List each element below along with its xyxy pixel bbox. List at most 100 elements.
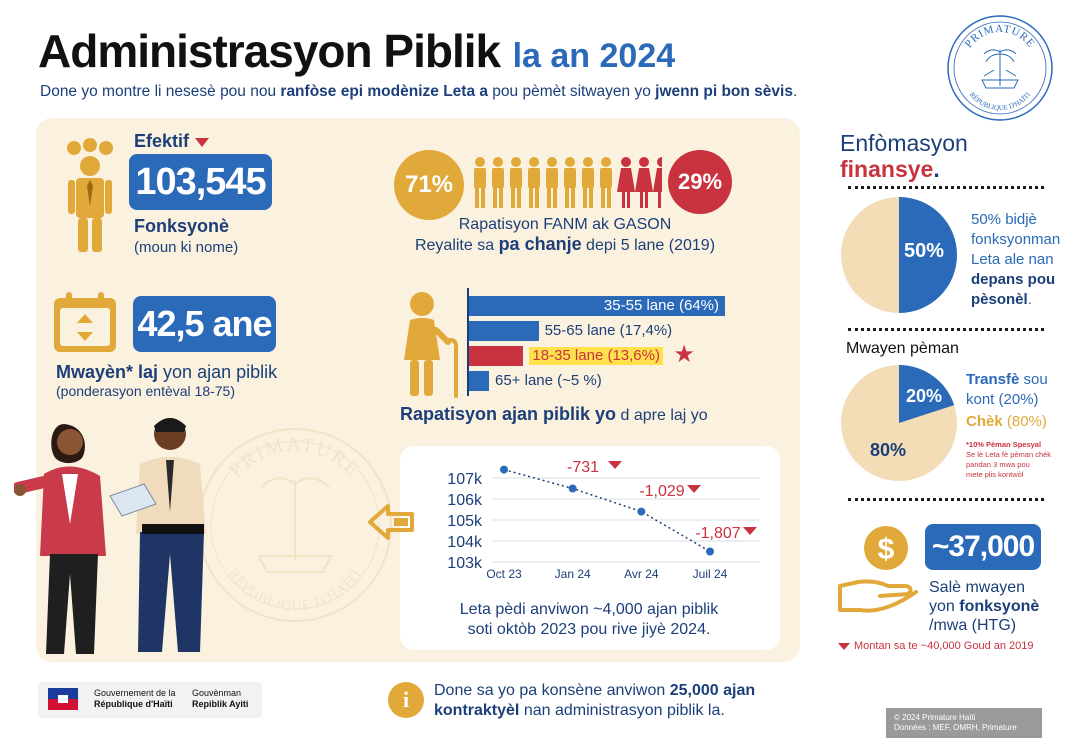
age-bars-axis xyxy=(467,288,469,396)
age-bar-label: 18-35 lane (13,6%) xyxy=(529,347,663,365)
salary-value-box: ~37,000 xyxy=(925,524,1041,570)
decrease-triangle-icon xyxy=(195,137,210,147)
decrease-triangle-icon xyxy=(687,485,701,493)
female-figure-icon xyxy=(635,157,653,208)
trend-annotation-label: -731 xyxy=(567,459,599,476)
x-tick-label: Oct 23 xyxy=(486,567,522,581)
male-figure-icon xyxy=(492,157,504,208)
trend-annotation: -1,807 xyxy=(695,525,757,542)
trend-point xyxy=(568,484,577,493)
trend-caption-line2: soti oktòb 2023 pou rive jiyè 2024. xyxy=(467,621,711,638)
calendar-icon xyxy=(54,292,116,352)
haiti-flag-icon xyxy=(48,688,78,710)
efektif-sub: (moun ki nome) xyxy=(134,239,239,256)
x-tick-label: Juil 24 xyxy=(693,567,728,581)
decrease-triangle-icon xyxy=(838,642,850,650)
trend-annotation-label: -1,029 xyxy=(639,483,684,500)
cheque-text: Chèk (80%) xyxy=(966,413,1047,430)
gender-caption: Rapatisyon FANM ak GASON Reyalite sa pa … xyxy=(400,216,730,255)
budget-pie xyxy=(841,197,957,313)
copyright-box: © 2024 Primature Haïti Données : MEF, OM… xyxy=(886,708,1042,738)
finance-title: Enfòmasyon finansye. xyxy=(840,130,968,182)
female-figure-icon xyxy=(617,157,635,208)
male-figure-icon xyxy=(600,157,612,208)
salary-note: Montan sa te ~40,000 Goud an 2019 xyxy=(838,640,1034,652)
payment-pie-blue-label: 20% xyxy=(906,386,943,406)
male-figure-icon xyxy=(528,157,540,208)
info-icon: i xyxy=(388,682,424,718)
decrease-triangle-icon xyxy=(608,461,622,469)
female-figure-icon xyxy=(653,157,662,208)
male-pct: 71% xyxy=(404,171,454,198)
salary-value: ~37,000 xyxy=(931,530,1035,563)
transfer-text: Transfè sou kont (20%) xyxy=(966,371,1048,408)
male-figure-icon xyxy=(474,157,486,208)
y-tick-label: 105k xyxy=(447,513,483,530)
dollar-hand-icon: $ xyxy=(838,526,918,613)
decrease-triangle-icon xyxy=(743,527,757,535)
y-tick-label: 104k xyxy=(447,534,483,551)
budget-pie-text: 50% bidjè fonksyonman Leta ale nan depan… xyxy=(971,211,1061,308)
male-figure-icon xyxy=(510,157,522,208)
svg-text:PRIMATURE: PRIMATURE xyxy=(225,434,365,482)
trend-annotation-label: -1,807 xyxy=(695,525,740,542)
male-figure-icon xyxy=(546,157,558,208)
divider-1 xyxy=(848,186,1044,189)
trend-annotation: -731 xyxy=(567,459,622,476)
salary-caption: Salè mwayen yon fonksyonè /mwa (HTG) xyxy=(929,579,1040,634)
y-tick-label: 103k xyxy=(447,555,483,572)
y-tick-label: 106k xyxy=(447,492,483,509)
age-bar-label: 55-65 lane (17,4%) xyxy=(544,322,673,339)
x-tick-label: Avr 24 xyxy=(624,567,659,581)
payment-note: *10% Pèman Spesyal Se lè Leta fè pèman c… xyxy=(966,440,1052,479)
salary-caption-line2: yon fonksyonè xyxy=(929,598,1040,615)
male-figure-icon xyxy=(582,157,594,208)
efektif-value: 103,545 xyxy=(135,161,266,203)
x-tick-label: Jan 24 xyxy=(555,567,591,581)
page-subtitle: Done yo montre li nesesè pou nou ranfòse… xyxy=(40,83,798,100)
female-pct-circle: 29% xyxy=(668,150,732,214)
info-text: Done sa yo pa konsène anviwon 25,000 aja… xyxy=(434,681,755,721)
age-dist-caption: Rapatisyon ajan piblik yo d apre laj yo xyxy=(400,404,708,424)
payment-pie xyxy=(841,365,957,481)
efektif-caption: Fonksyonè xyxy=(134,216,230,236)
gender-caption-line2: Reyalite sa pa chanje depi 5 lane (2019) xyxy=(414,234,716,254)
title-main: Administrasyon Piblik xyxy=(38,25,501,77)
svg-text:$: $ xyxy=(878,533,895,566)
gender-people-row xyxy=(474,157,662,208)
y-tick-label: 107k xyxy=(447,471,483,488)
efektif-value-box: 103,545 xyxy=(129,154,272,210)
budget-pie-label: 50% xyxy=(904,240,945,262)
pie-slice-main xyxy=(899,197,957,313)
title-year: la an 2024 xyxy=(512,37,676,75)
payment-pie-gold-label: 80% xyxy=(870,440,907,460)
age-bar xyxy=(469,346,524,366)
female-pct: 29% xyxy=(677,169,723,194)
trend-point xyxy=(500,465,508,474)
arrow-left-icon xyxy=(368,504,414,540)
age-bar xyxy=(469,321,539,341)
age-bars: 35-55 lane (64%) 55-65 lane (17,4%) 18-35 … xyxy=(469,296,769,396)
divider-3 xyxy=(848,498,1044,501)
age-sub: (ponderasyon entèval 18-75) xyxy=(56,383,236,399)
age-bar xyxy=(469,371,489,391)
payment-title: Mwayen pèman xyxy=(846,340,959,357)
elderly-icon xyxy=(404,292,458,398)
pie-slice-main xyxy=(899,365,955,423)
people-icon xyxy=(67,138,113,252)
age-bar-label: 35-55 lane (64%) xyxy=(603,297,719,314)
star-icon: ★ xyxy=(673,341,695,368)
trend-caption-line1: Leta pèdi anviwon ~4,000 ajan piblik xyxy=(459,601,719,618)
trend-annotation: -1,029 xyxy=(639,483,701,500)
gov-fr: Gouvernement de la République d'Haïti xyxy=(94,688,176,709)
age-value: 42,5 ane xyxy=(137,303,272,344)
trend-caption: Leta pèdi anviwon ~4,000 ajan piblik sot… xyxy=(404,600,774,640)
primature-seal: PRIMATURE RÉPUBLIQUE D'HAÏTI xyxy=(947,15,1053,121)
finance-title-a: Enfòmasyon xyxy=(840,130,968,156)
finance-title-b: finansye xyxy=(840,156,934,182)
trend-line xyxy=(503,468,711,553)
gov-ht: Gouvènman Repiblik Ayiti xyxy=(192,688,249,709)
efektif-label: Efektif xyxy=(134,131,210,152)
trend-card xyxy=(400,446,780,650)
